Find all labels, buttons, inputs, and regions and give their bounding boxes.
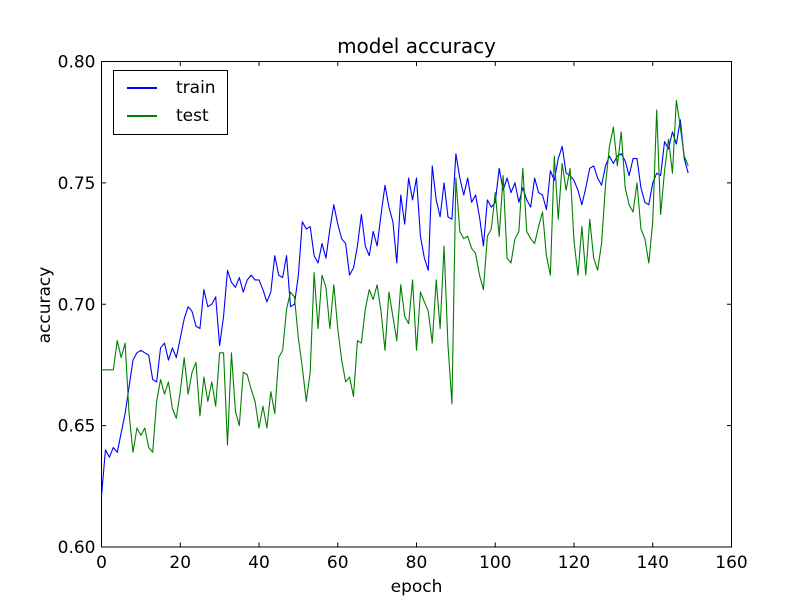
legend-item-train: train	[114, 74, 227, 102]
y-tick-label: 0.65	[58, 417, 96, 437]
y-axis-label: accuracy	[35, 266, 55, 344]
y-tick-label: 0.60	[58, 538, 96, 558]
legend: train test	[113, 70, 228, 135]
x-axis-label: epoch	[390, 577, 443, 597]
y-tick-label: 0.75	[58, 174, 96, 194]
x-tick-label: 60	[327, 553, 349, 573]
legend-label-train: train	[176, 78, 216, 98]
y-tick-label: 0.80	[58, 53, 96, 73]
legend-label-test: test	[176, 106, 209, 126]
test-line	[101, 99, 689, 453]
x-tick-label: 0	[96, 553, 107, 573]
legend-swatch-test	[127, 115, 157, 117]
legend-item-test: test	[114, 102, 227, 130]
x-tick-label: 120	[558, 553, 590, 573]
x-tick-label: 100	[479, 553, 511, 573]
x-tick-label: 40	[248, 553, 270, 573]
train-line	[100, 119, 689, 497]
x-tick-label: 160	[715, 553, 747, 573]
chart-title: model accuracy	[337, 34, 496, 58]
legend-swatch-train	[127, 87, 157, 89]
y-tick-label: 0.70	[58, 295, 96, 315]
x-tick-label: 20	[169, 553, 191, 573]
x-tick-label: 140	[637, 553, 669, 573]
x-tick-label: 80	[406, 553, 428, 573]
